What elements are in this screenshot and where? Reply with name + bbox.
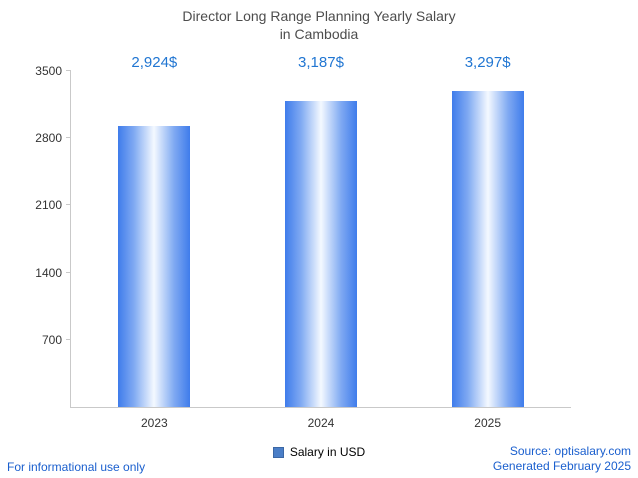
x-axis-tick-label: 2024 [307, 416, 335, 430]
bar-slot: 3,297$ 2025 [404, 54, 571, 430]
y-axis-tick-label: 3500 [35, 64, 62, 78]
legend-swatch-icon [272, 446, 284, 458]
x-axis-tick-label: 2023 [140, 416, 168, 430]
y-axis-tick-mark [66, 204, 71, 206]
bar-value-label: 3,297$ [464, 54, 511, 71]
chart-title-line1: Director Long Range Planning Yearly Sala… [182, 8, 456, 24]
bar-slot: 2,924$ 2023 [71, 54, 238, 430]
bar-slot: 3,187$ 2024 [238, 54, 405, 430]
generated-text: Generated February 2025 [492, 459, 631, 473]
y-axis-tick-label: 700 [41, 332, 62, 347]
x-axis-tick-label: 2025 [474, 416, 501, 430]
plot-area: 700 1400 2100 2800 3500 2,924$ 2023 3,187$ 2024 3… [35, 54, 571, 430]
y-axis-tick-mark [66, 70, 71, 71]
bar-value-label: 2,924$ [131, 54, 178, 71]
y-axis-tick-label: 1400 [35, 265, 62, 280]
legend: Salary in USD [0, 445, 638, 459]
chart-title-line2: in Cambodia [279, 26, 359, 43]
y-axis-tick-mark [66, 271, 71, 273]
bar-2023 [118, 126, 191, 407]
disclaimer-text: For informational use only [7, 460, 146, 474]
legend-label: Salary in USD [289, 445, 366, 459]
source-block: Source: optisalary.com Generated Februar… [493, 444, 631, 474]
chart-title: Director Long Range Planning Yearly Sala… [0, 7, 638, 43]
bar-2025 [451, 90, 524, 407]
y-axis-tick-label: 2800 [35, 131, 62, 146]
bar-value-label: 3,187$ [298, 54, 344, 71]
y-axis-tick-mark [66, 338, 71, 340]
y-axis-tick-mark [66, 137, 71, 139]
source-link[interactable]: Source: optisalary.com [509, 444, 631, 458]
y-axis-tick-label: 2100 [35, 198, 62, 213]
bar-2024 [284, 101, 357, 407]
